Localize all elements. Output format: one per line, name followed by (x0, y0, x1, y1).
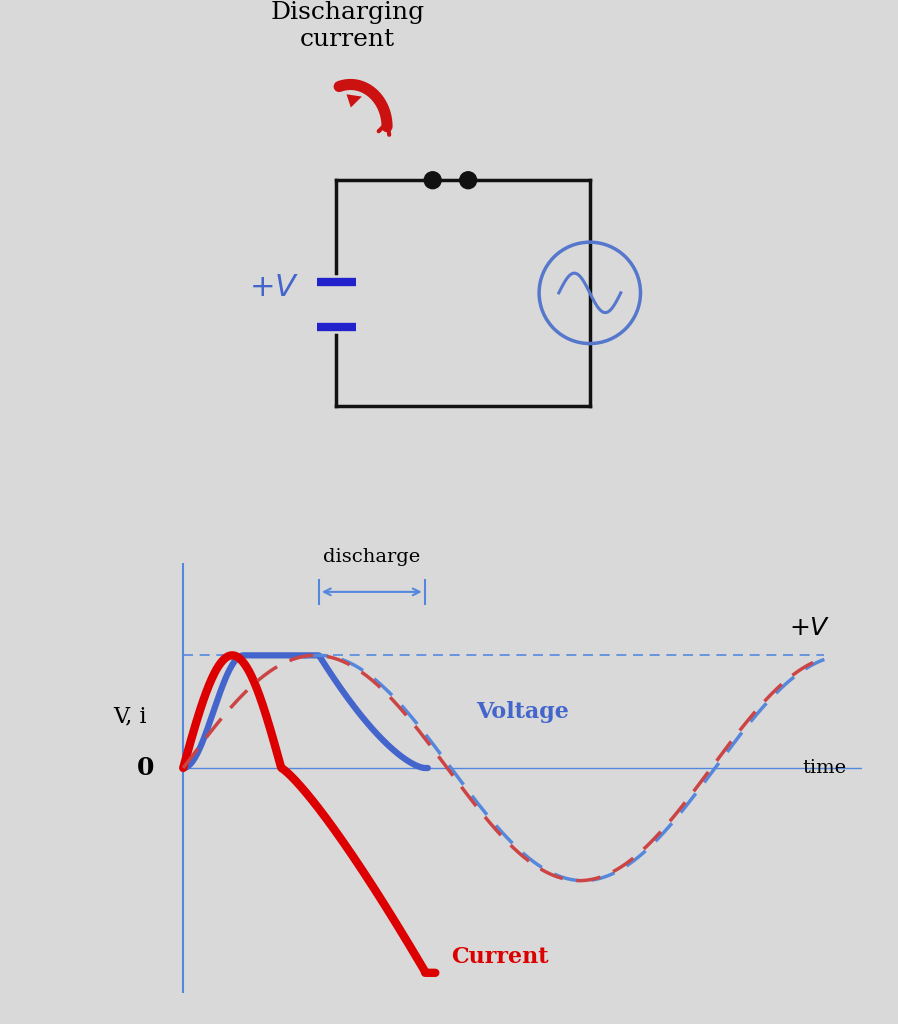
Text: 0: 0 (136, 756, 154, 780)
Text: time: time (803, 759, 847, 777)
Text: discharge: discharge (323, 548, 420, 566)
Text: Current: Current (452, 946, 549, 969)
FancyArrowPatch shape (325, 94, 362, 150)
Text: $+V$: $+V$ (788, 616, 830, 640)
Text: V, i: V, i (114, 706, 147, 728)
Circle shape (424, 172, 441, 188)
Text: Discharging
current: Discharging current (270, 1, 425, 50)
Text: Voltage: Voltage (476, 700, 569, 723)
Text: $+V$: $+V$ (250, 272, 300, 302)
Circle shape (460, 172, 477, 188)
